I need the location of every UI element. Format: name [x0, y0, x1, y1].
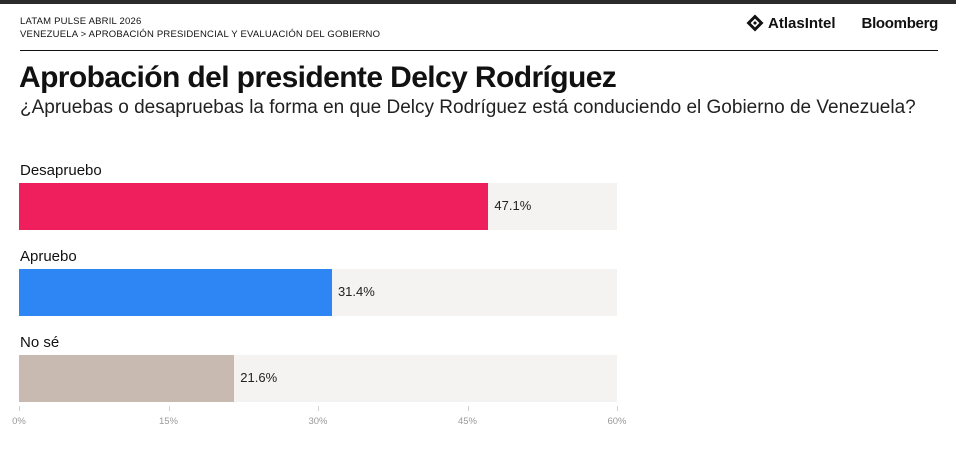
bar-value-label: 47.1% — [494, 198, 532, 213]
bar-label: Desapruebo — [20, 162, 102, 179]
bloomberg-logo: Bloomberg — [861, 14, 939, 32]
x-axis-tick — [467, 406, 469, 411]
bar-track: 21.6% — [19, 355, 617, 402]
x-axis-tick — [168, 406, 170, 411]
chart-title: Aprobación del presidente Delcy Rodrígue… — [19, 61, 617, 94]
bar-track: 47.1% — [19, 183, 617, 230]
x-axis-tick-label: 30% — [308, 416, 328, 427]
bar — [19, 355, 235, 402]
report-name: LATAM PULSE ABRIL 2026 — [20, 16, 142, 27]
header-divider — [20, 50, 938, 51]
bar — [19, 183, 489, 230]
atlasintel-logo: AtlasIntel — [746, 14, 836, 32]
bar-value-label: 21.6% — [240, 370, 278, 385]
x-axis-tick-label: 60% — [607, 416, 627, 427]
bar-label: Apruebo — [20, 248, 77, 265]
atlas-mark-icon — [746, 14, 764, 32]
bar-track: 31.4% — [19, 269, 617, 316]
chart-subtitle: ¿Apruebas o desapruebas la forma en que … — [20, 97, 916, 118]
x-axis-tick — [318, 406, 319, 411]
logos: AtlasIntel Bloomberg — [746, 14, 938, 32]
bar-label: No sé — [20, 334, 60, 351]
header-kicker: LATAM PULSE ABRIL 2026 VENEZUELA > APROB… — [20, 15, 380, 41]
bar-value-label: 31.4% — [337, 284, 375, 299]
x-axis-tick-label: 0% — [12, 416, 26, 427]
x-axis-tick-label: 15% — [158, 416, 179, 427]
atlasintel-wordmark: AtlasIntel — [768, 14, 836, 32]
bar — [19, 269, 332, 316]
breadcrumb: VENEZUELA > APROBACIÓN PRESIDENCIAL Y EV… — [20, 29, 381, 40]
x-axis-tick — [617, 406, 618, 411]
top-border — [0, 0, 956, 4]
x-axis-tick — [19, 406, 20, 411]
x-axis-tick-label: 45% — [457, 416, 478, 427]
